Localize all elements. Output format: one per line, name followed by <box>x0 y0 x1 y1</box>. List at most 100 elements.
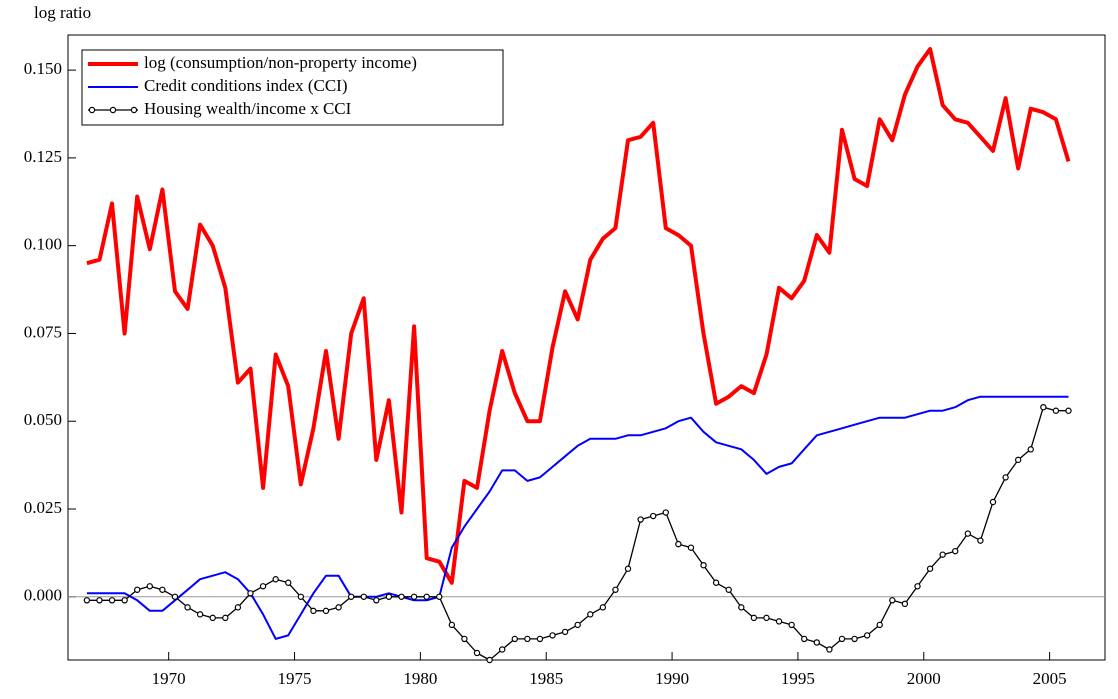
series-marker <box>901 600 909 608</box>
series-marker <box>511 635 518 643</box>
series-marker <box>486 656 493 664</box>
series-marker <box>398 593 405 600</box>
series-marker <box>612 586 619 593</box>
series-marker <box>926 565 934 572</box>
series-marker <box>561 628 569 636</box>
series-marker <box>1040 403 1047 411</box>
series-marker <box>1065 407 1072 414</box>
series-marker <box>738 604 745 611</box>
series-marker <box>624 565 632 572</box>
y-tick-label: 0.025 <box>24 498 62 517</box>
series-marker <box>826 646 833 653</box>
legend-label: Housing wealth/income x CCI <box>144 99 352 118</box>
series-marker <box>952 547 959 555</box>
series-marker <box>184 604 191 611</box>
series-marker <box>587 611 594 618</box>
series-marker <box>335 604 342 611</box>
series-marker <box>863 632 871 639</box>
series-marker <box>712 579 720 586</box>
series-marker <box>272 576 279 583</box>
series-marker <box>989 498 997 506</box>
x-tick-label: 1980 <box>403 669 437 688</box>
series-marker <box>788 621 795 629</box>
series-marker <box>473 649 481 657</box>
series-marker <box>675 540 682 548</box>
series-marker <box>423 593 430 600</box>
series-marker <box>436 593 443 600</box>
x-tick-label: 1975 <box>278 669 312 688</box>
series-marker <box>297 593 305 600</box>
series-marker <box>410 593 418 600</box>
series-marker <box>813 639 821 646</box>
series-marker <box>536 635 544 643</box>
series-marker <box>662 509 669 516</box>
series-marker <box>209 614 216 622</box>
y-tick-label: 0.075 <box>24 322 62 341</box>
legend-box <box>81 49 504 126</box>
series-marker <box>373 597 380 604</box>
series-marker <box>687 544 695 551</box>
series-marker <box>171 593 179 600</box>
series-marker <box>801 635 808 643</box>
x-tick-label: 1970 <box>152 669 186 688</box>
y-tick-label: 0.150 <box>24 59 62 78</box>
series-marker <box>977 537 984 544</box>
y-tick-label: 0.000 <box>24 586 62 605</box>
x-tick-label: 1995 <box>781 669 815 688</box>
series-marker <box>196 611 204 618</box>
series-marker <box>259 583 267 590</box>
series-marker <box>599 604 607 611</box>
legend-label: log (consumption/non-property income) <box>144 53 417 72</box>
series-marker <box>360 593 367 600</box>
y-axis-label: log ratio <box>34 3 91 22</box>
x-tick-label: 2005 <box>1033 669 1067 688</box>
y-tick-label: 0.050 <box>24 410 62 429</box>
series-marker <box>650 512 657 520</box>
series-marker <box>461 635 468 643</box>
series-marker <box>498 646 506 653</box>
series-marker <box>108 597 116 604</box>
series-marker <box>347 593 355 600</box>
series-marker <box>524 635 531 643</box>
y-tick-label: 0.125 <box>24 147 62 166</box>
series-marker <box>549 632 556 639</box>
series-marker <box>750 614 758 622</box>
legend-marker <box>88 106 96 114</box>
series-marker <box>96 597 103 604</box>
series-marker <box>448 621 456 629</box>
series-line <box>86 47 1071 585</box>
plot-frame <box>67 34 1106 661</box>
series-marker <box>1014 456 1022 464</box>
x-tick-label: 1990 <box>655 669 689 688</box>
series-marker <box>964 530 972 537</box>
series-marker <box>838 635 846 643</box>
legend-marker <box>130 106 138 114</box>
legend-label: Credit conditions index (CCI) <box>144 76 348 95</box>
series-marker <box>939 551 946 558</box>
series-line <box>86 395 1069 640</box>
series-marker <box>889 597 896 604</box>
series-marker <box>134 586 141 593</box>
x-tick-label: 1985 <box>529 669 563 688</box>
series-marker <box>876 621 883 629</box>
legend-marker <box>109 106 117 114</box>
series-marker <box>763 614 770 622</box>
series-marker <box>1027 446 1034 453</box>
series-marker <box>1002 474 1009 481</box>
series-marker <box>574 621 581 629</box>
series-marker <box>310 607 317 615</box>
y-tick-label: 0.100 <box>24 235 62 254</box>
series-marker <box>83 597 91 604</box>
series-marker <box>322 607 330 615</box>
series-marker <box>700 561 707 569</box>
series-marker <box>146 583 154 590</box>
series-marker <box>914 583 921 590</box>
series-marker <box>234 604 242 611</box>
x-tick-label: 2000 <box>907 669 941 688</box>
series-marker <box>385 593 393 600</box>
series-marker <box>725 586 732 593</box>
series-marker <box>247 590 254 597</box>
series-marker <box>159 586 166 593</box>
series-marker <box>1052 407 1060 414</box>
